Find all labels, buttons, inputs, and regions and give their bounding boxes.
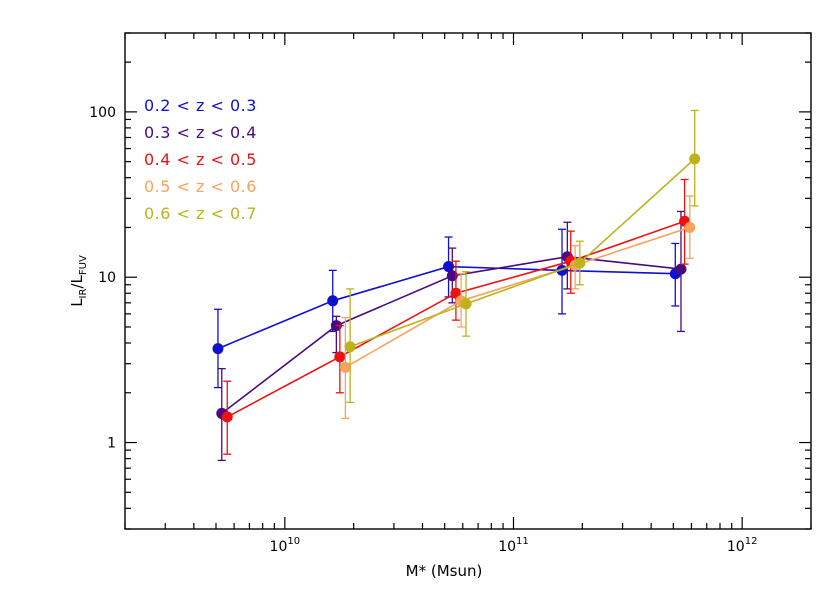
legend-entry: 0.4 < z < 0.5 — [144, 150, 257, 169]
x-axis-label: M* (Msun) — [406, 562, 483, 580]
y-axis-label: LIR/LFUV — [68, 255, 89, 307]
data-point — [334, 351, 346, 363]
y-axis-label-slash: /L — [68, 274, 86, 288]
y-tick-label: 1 — [107, 436, 116, 452]
data-point — [212, 343, 224, 355]
legend-entry: 0.5 < z < 0.6 — [144, 177, 257, 196]
x-tick-label-base: 10 — [270, 539, 288, 555]
x-tick-label-exponent: 10 — [287, 536, 300, 547]
data-point — [446, 270, 458, 282]
series-line — [345, 226, 691, 368]
x-tick-label-base: 10 — [498, 539, 516, 555]
data-point — [221, 411, 233, 423]
data-point — [684, 221, 696, 233]
x-tick-label-exponent: 11 — [516, 536, 529, 547]
legend: 0.2 < z < 0.3 0.3 < z < 0.4 0.4 < z < 0.5 0… — [144, 96, 257, 223]
data-point — [675, 263, 687, 275]
legend-entry: 0.2 < z < 0.3 — [144, 96, 257, 115]
legend-entry: 0.3 < z < 0.4 — [144, 123, 257, 142]
data-point — [443, 261, 455, 273]
axis-ticks — [124, 32, 812, 530]
y-tick-label: 10 — [98, 270, 116, 286]
legend-entry: 0.6 < z < 0.7 — [144, 204, 257, 223]
data-point — [339, 361, 351, 373]
data-point — [574, 257, 586, 269]
data-point — [327, 295, 339, 307]
data-point — [689, 153, 701, 165]
y-axis-label-sub-fuv: FUV — [78, 255, 89, 275]
data-point — [344, 341, 356, 353]
series-1 — [212, 228, 681, 389]
x-tick-label: 1010 — [270, 536, 301, 555]
y-tick-label: 100 — [89, 105, 116, 121]
series-layer — [212, 109, 701, 462]
series-2 — [216, 210, 687, 462]
x-tick-label-base: 10 — [727, 539, 745, 555]
x-tick-labels: 1010 1011 1012 — [270, 536, 758, 555]
y-axis-label-sub-ir: IR — [78, 288, 89, 298]
series-3 — [221, 178, 691, 455]
data-point — [460, 298, 472, 310]
x-tick-label: 1011 — [498, 536, 529, 555]
x-tick-label-exponent: 12 — [745, 536, 758, 547]
y-axis-label-main: L — [68, 298, 86, 307]
series-5 — [344, 109, 701, 404]
series-line — [349, 158, 696, 348]
series-4 — [339, 195, 696, 420]
x-tick-label: 1012 — [727, 536, 758, 555]
plot-frame — [124, 32, 812, 530]
y-tick-labels: 1 10 100 — [89, 105, 116, 452]
